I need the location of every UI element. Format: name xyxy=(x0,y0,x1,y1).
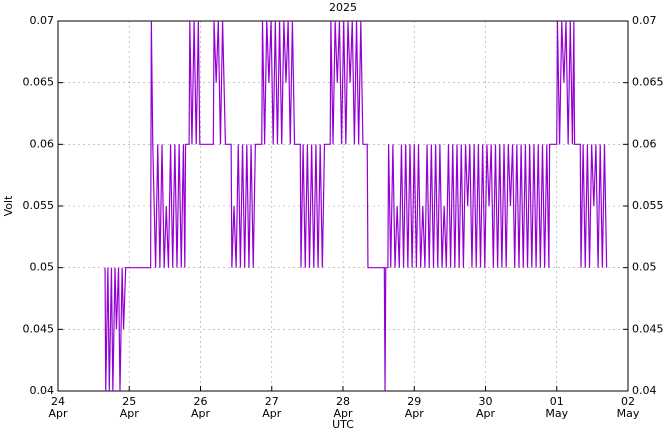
y2-tick-label: 0.06 xyxy=(632,137,657,150)
x-tick-label: 02 May xyxy=(617,395,640,420)
y-tick-label: 0.045 xyxy=(23,322,55,335)
x-tick-label: 01 May xyxy=(545,395,568,420)
y-tick-label: 0.07 xyxy=(30,14,55,27)
y2-tick-label: 0.07 xyxy=(632,14,657,27)
y2-tick-label: 0.04 xyxy=(632,384,657,397)
x-tick-label: 25 Apr xyxy=(120,395,140,420)
x-tick-label: 27 Apr xyxy=(262,395,282,420)
data-line xyxy=(104,20,608,392)
y2-tick-label: 0.055 xyxy=(632,199,664,212)
y2-tick-label: 0.065 xyxy=(632,76,664,89)
y2-tick-label: 0.05 xyxy=(632,261,657,274)
x-tick-label: 24 Apr xyxy=(48,395,68,420)
x-tick-label: 29 Apr xyxy=(405,395,425,420)
x-tick-label: 28 Apr xyxy=(333,395,353,420)
y-tick-label: 0.04 xyxy=(30,384,55,397)
x-tick-label: 30 Apr xyxy=(476,395,496,420)
y-axis-label: Volt xyxy=(2,195,15,216)
plot-border xyxy=(57,20,629,392)
y-tick-label: 0.05 xyxy=(30,261,55,274)
y2-tick-label: 0.045 xyxy=(632,322,664,335)
y-tick-label: 0.065 xyxy=(23,76,55,89)
x-axis-label: UTC xyxy=(332,418,354,431)
chart-title: 2025 xyxy=(329,1,357,14)
y-tick-label: 0.06 xyxy=(30,137,55,150)
x-tick-label: 26 Apr xyxy=(191,395,211,420)
y-tick-label: 0.055 xyxy=(23,199,55,212)
